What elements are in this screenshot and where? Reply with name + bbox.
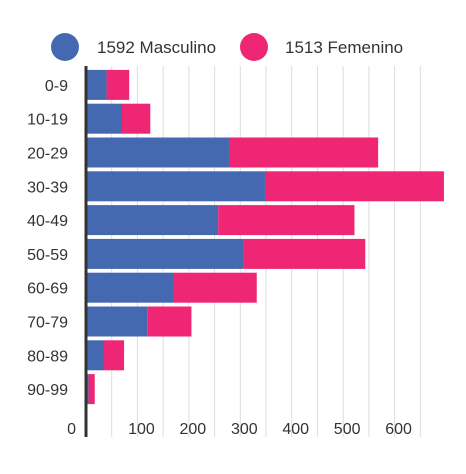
x-tick-label: 100 bbox=[128, 421, 155, 438]
category-label: 40-49 bbox=[27, 213, 68, 230]
category-label: 60-69 bbox=[27, 281, 68, 298]
bar-femenino-40-49 bbox=[218, 205, 355, 236]
legend-label: 1592 Masculino bbox=[97, 38, 216, 57]
x-tick-label: 400 bbox=[282, 421, 309, 438]
x-tick-label: 500 bbox=[334, 421, 361, 438]
bar-masculino-10-19 bbox=[86, 103, 123, 134]
x-tick-label: 200 bbox=[180, 421, 207, 438]
bar-masculino-40-49 bbox=[86, 205, 219, 236]
category-label: 0-9 bbox=[45, 78, 68, 95]
x-tick-labels: 0 100 200 300 400 500 600 bbox=[67, 421, 412, 438]
bar-femenino-10-19 bbox=[122, 103, 151, 134]
bar-masculino-80-89 bbox=[86, 340, 105, 371]
category-label: 80-89 bbox=[27, 348, 68, 365]
x-tick-label: 600 bbox=[385, 421, 412, 438]
bar-masculino-0-9 bbox=[86, 69, 107, 100]
legend-label: 1513 Femenino bbox=[285, 38, 403, 57]
bar-masculino-20-29 bbox=[86, 137, 229, 168]
legend-marker bbox=[51, 33, 79, 61]
category-label: 70-79 bbox=[27, 315, 68, 332]
bar-masculino-60-69 bbox=[86, 272, 174, 303]
bars bbox=[86, 69, 444, 405]
bar-masculino-30-39 bbox=[86, 171, 265, 202]
category-label: 30-39 bbox=[27, 179, 68, 196]
bar-femenino-30-39 bbox=[264, 171, 444, 202]
category-label: 10-19 bbox=[27, 112, 68, 129]
x-tick-label: 300 bbox=[231, 421, 258, 438]
bar-masculino-50-59 bbox=[86, 238, 244, 269]
bar-femenino-60-69 bbox=[173, 272, 257, 303]
legend: 1592 Masculino 1513 Femenino bbox=[51, 33, 403, 61]
bar-femenino-70-79 bbox=[147, 306, 192, 337]
category-labels: 0-9 10-19 20-29 30-39 40-49 50-59 60-69 70-79 80… bbox=[27, 78, 68, 399]
bar-femenino-90-99 bbox=[88, 374, 95, 405]
bar-masculino-70-79 bbox=[86, 306, 148, 337]
bar-femenino-80-89 bbox=[104, 340, 125, 371]
category-label: 20-29 bbox=[27, 146, 68, 163]
x-tick-label: 0 bbox=[67, 421, 76, 438]
category-label: 90-99 bbox=[27, 382, 68, 399]
bar-femenino-20-29 bbox=[228, 137, 379, 168]
legend-marker bbox=[240, 33, 268, 61]
category-label: 50-59 bbox=[27, 247, 68, 264]
bar-femenino-0-9 bbox=[106, 69, 130, 100]
bar-femenino-50-59 bbox=[243, 238, 366, 269]
